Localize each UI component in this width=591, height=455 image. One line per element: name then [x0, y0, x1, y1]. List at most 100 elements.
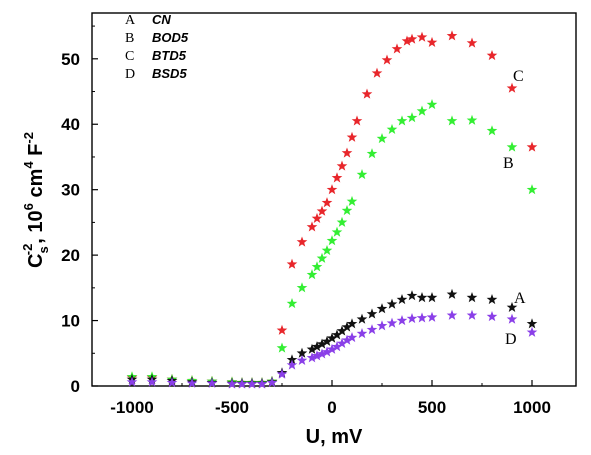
data-point [401, 35, 413, 46]
data-point [426, 311, 438, 322]
annotation-a: A [514, 290, 526, 307]
x-tick-label: 500 [418, 398, 446, 417]
data-point [336, 325, 348, 336]
data-point [331, 172, 343, 183]
data-point [326, 332, 338, 343]
y-tick-label: 40 [61, 115, 80, 134]
data-point [321, 197, 333, 208]
data-point [346, 195, 358, 206]
plot-frame [91, 12, 577, 387]
data-point [341, 321, 353, 332]
data-point [356, 328, 368, 339]
x-axis-ticks: -1000 -500 0 500 1000 [110, 380, 551, 417]
data-point [506, 141, 518, 152]
data-point [306, 269, 318, 280]
data-point [406, 290, 418, 301]
data-point [376, 133, 388, 144]
data-point [526, 141, 538, 152]
data-point [256, 378, 268, 389]
data-point [336, 160, 348, 171]
data-point [226, 378, 238, 389]
data-point [416, 31, 428, 42]
data-point [486, 125, 498, 136]
data-point [416, 292, 428, 303]
x-tick-label: 1000 [513, 398, 551, 417]
data-point [506, 313, 518, 324]
data-point [406, 112, 418, 123]
data-point [346, 131, 358, 142]
data-point [406, 33, 418, 44]
data-point [336, 216, 348, 227]
legend-name-b: BOD5 [152, 30, 189, 45]
data-point [366, 308, 378, 319]
data-point [276, 324, 288, 335]
x-tick-label: 0 [327, 398, 336, 417]
data-point [206, 377, 218, 388]
data-point [426, 292, 438, 303]
legend-letter-a: A [125, 13, 136, 28]
data-point [331, 329, 343, 340]
data-point [446, 288, 458, 299]
legend-letter-b: B [125, 31, 134, 46]
data-point [316, 338, 328, 349]
data-point [446, 309, 458, 320]
data-point [396, 115, 408, 126]
data-point [186, 377, 198, 388]
x-axis-title: U, mV [306, 426, 363, 448]
y-axis-ticks: 0 10 20 30 40 50 [61, 25, 98, 396]
data-point [466, 114, 478, 125]
data-point [236, 378, 248, 389]
data-point [466, 309, 478, 320]
data-point [446, 30, 458, 41]
data-point [276, 368, 288, 379]
data-point [126, 376, 138, 387]
data-point [351, 115, 363, 126]
data-point [296, 354, 308, 366]
data-point [466, 37, 478, 48]
y-tick-label: 0 [71, 377, 80, 396]
annotation-c: C [513, 68, 524, 85]
data-point [341, 205, 353, 216]
data-point [486, 49, 498, 61]
data-point [326, 235, 338, 246]
series-layer [126, 30, 538, 389]
data-point [346, 331, 358, 343]
data-point [391, 43, 403, 54]
y-tick-label: 20 [61, 246, 80, 265]
data-point [506, 301, 518, 312]
data-point [296, 282, 308, 293]
data-point [311, 212, 323, 224]
data-point [486, 294, 498, 305]
data-point [371, 67, 383, 78]
data-point [296, 236, 308, 247]
data-point [526, 326, 538, 337]
y-axis-title: Cs-2, 106 cm4 F-2 [20, 132, 51, 268]
data-point [321, 244, 333, 256]
data-point [276, 342, 288, 353]
legend-name-d: BSD5 [152, 66, 187, 81]
data-point [326, 343, 338, 354]
data-point [326, 184, 338, 195]
data-point [376, 320, 388, 331]
data-point [341, 147, 353, 158]
data-point [286, 297, 298, 309]
data-point [366, 324, 378, 335]
legend-name-a: CN [152, 12, 171, 27]
data-point [296, 347, 308, 358]
x-tick-label: -1000 [110, 398, 153, 417]
y-tick-label: 10 [61, 312, 80, 331]
data-point [146, 376, 158, 387]
data-point [386, 317, 398, 328]
data-point [311, 341, 323, 352]
data-point [166, 377, 178, 388]
data-point [346, 318, 358, 329]
data-point [426, 36, 438, 47]
data-point [341, 334, 353, 345]
data-point [331, 226, 343, 237]
data-point [316, 252, 328, 263]
data-point [331, 341, 343, 352]
data-point [526, 184, 538, 195]
y-tick-label: 50 [61, 50, 80, 69]
data-point [416, 105, 428, 116]
data-point [321, 346, 333, 357]
